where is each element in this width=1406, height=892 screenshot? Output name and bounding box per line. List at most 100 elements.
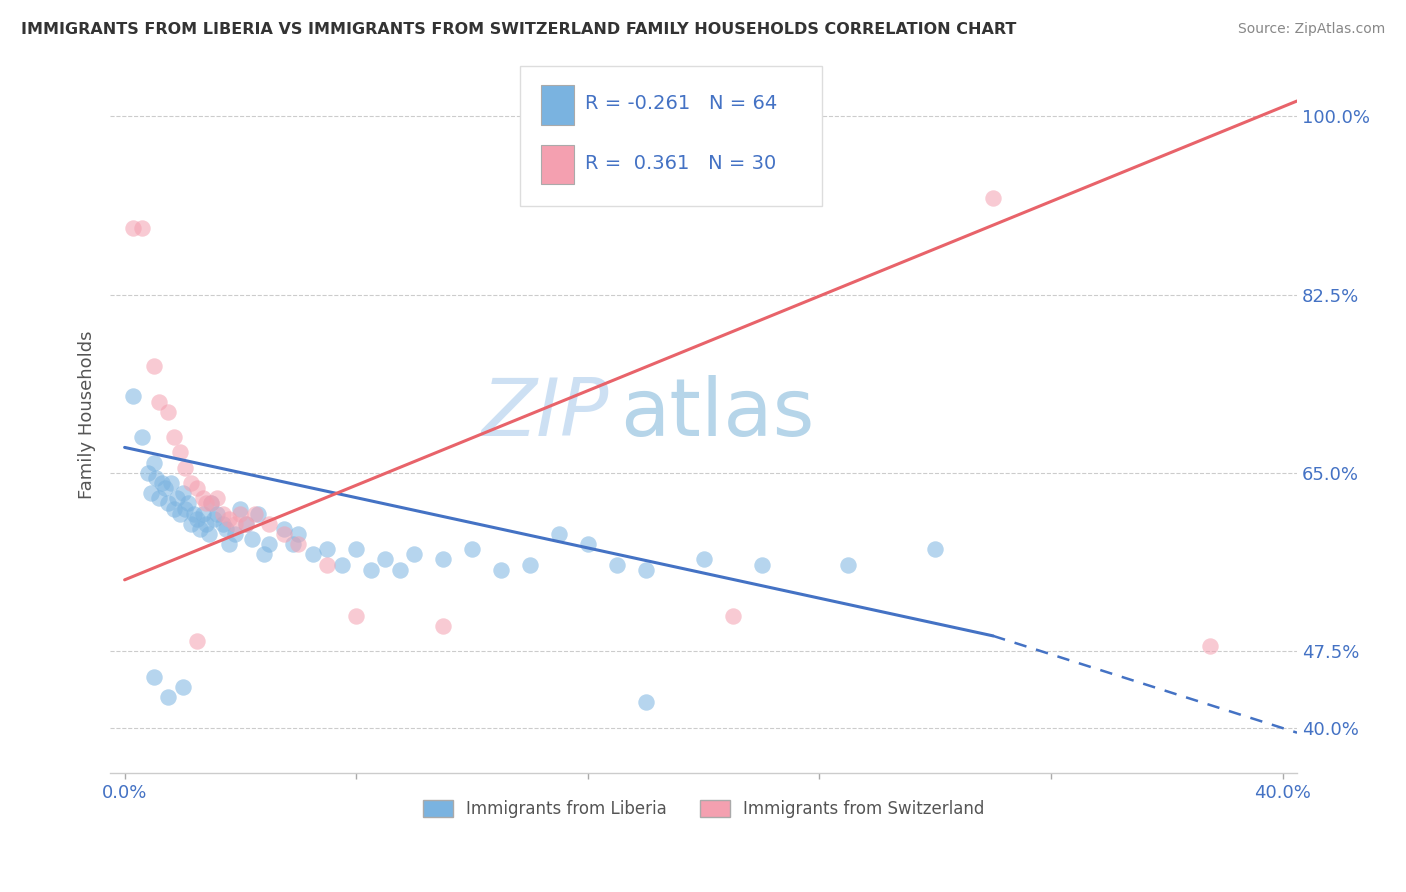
Text: Source: ZipAtlas.com: Source: ZipAtlas.com	[1237, 22, 1385, 37]
Point	[273, 522, 295, 536]
Point	[131, 430, 153, 444]
Point	[301, 548, 323, 562]
Point	[148, 394, 170, 409]
Point	[157, 496, 180, 510]
Point	[145, 471, 167, 485]
Point	[224, 527, 246, 541]
Point	[240, 532, 263, 546]
Point	[207, 491, 229, 506]
Point	[235, 516, 257, 531]
Point	[721, 608, 744, 623]
Point	[218, 537, 240, 551]
Point	[404, 548, 426, 562]
Point	[360, 563, 382, 577]
Point	[174, 501, 197, 516]
Point	[191, 491, 214, 506]
Point	[157, 405, 180, 419]
Point	[432, 618, 454, 632]
Point	[142, 456, 165, 470]
Point	[191, 507, 214, 521]
Point	[122, 221, 145, 235]
Point	[224, 516, 246, 531]
FancyBboxPatch shape	[541, 86, 574, 125]
Point	[186, 634, 208, 648]
Point	[287, 527, 309, 541]
Point	[374, 552, 396, 566]
Point	[131, 221, 153, 235]
Point	[432, 552, 454, 566]
Y-axis label: Family Households: Family Households	[79, 330, 96, 499]
Point	[229, 507, 252, 521]
Point	[606, 558, 628, 572]
Point	[287, 537, 309, 551]
Point	[461, 542, 484, 557]
Point	[215, 522, 238, 536]
Point	[160, 476, 183, 491]
Point	[489, 563, 512, 577]
Point	[172, 486, 194, 500]
Point	[172, 680, 194, 694]
Point	[281, 537, 304, 551]
Text: R = -0.261   N = 64: R = -0.261 N = 64	[585, 94, 778, 112]
Point	[186, 512, 208, 526]
Point	[316, 542, 339, 557]
Point	[388, 563, 411, 577]
Point	[243, 507, 266, 521]
Point	[200, 496, 222, 510]
Point	[547, 527, 569, 541]
Point	[229, 501, 252, 516]
Point	[174, 460, 197, 475]
Point	[142, 670, 165, 684]
Point	[136, 466, 159, 480]
Point	[519, 558, 541, 572]
Point	[246, 507, 269, 521]
Point	[150, 476, 173, 491]
Point	[166, 491, 188, 506]
Point	[212, 516, 235, 531]
Point	[180, 476, 202, 491]
Point	[344, 542, 367, 557]
Point	[163, 501, 186, 516]
Point	[194, 516, 217, 531]
Point	[122, 389, 145, 403]
Point	[197, 527, 219, 541]
Point	[169, 445, 191, 459]
Point	[200, 496, 222, 510]
Point	[163, 430, 186, 444]
Point	[1199, 639, 1222, 653]
Point	[157, 690, 180, 704]
Point	[194, 496, 217, 510]
Point	[252, 548, 274, 562]
Point	[139, 486, 162, 500]
Point	[148, 491, 170, 506]
Text: atlas: atlas	[620, 376, 815, 453]
Point	[177, 496, 200, 510]
Point	[634, 695, 657, 709]
Text: R =  0.361   N = 30: R = 0.361 N = 30	[585, 154, 776, 173]
Point	[837, 558, 859, 572]
Point	[981, 191, 1004, 205]
Point	[142, 359, 165, 373]
Legend: Immigrants from Liberia, Immigrants from Switzerland: Immigrants from Liberia, Immigrants from…	[415, 791, 993, 826]
Point	[183, 507, 205, 521]
Point	[212, 507, 235, 521]
Text: IMMIGRANTS FROM LIBERIA VS IMMIGRANTS FROM SWITZERLAND FAMILY HOUSEHOLDS CORRELA: IMMIGRANTS FROM LIBERIA VS IMMIGRANTS FR…	[21, 22, 1017, 37]
Point	[259, 537, 281, 551]
Point	[202, 512, 225, 526]
FancyBboxPatch shape	[541, 145, 574, 185]
FancyBboxPatch shape	[520, 66, 823, 206]
Point	[235, 516, 257, 531]
Point	[692, 552, 714, 566]
Point	[330, 558, 353, 572]
Point	[186, 481, 208, 495]
Point	[169, 507, 191, 521]
Point	[634, 563, 657, 577]
Point	[924, 542, 946, 557]
Point	[273, 527, 295, 541]
Point	[188, 522, 211, 536]
Point	[153, 481, 176, 495]
Point	[207, 507, 229, 521]
Text: ZIP: ZIP	[481, 376, 609, 453]
Point	[751, 558, 773, 572]
Point	[259, 516, 281, 531]
